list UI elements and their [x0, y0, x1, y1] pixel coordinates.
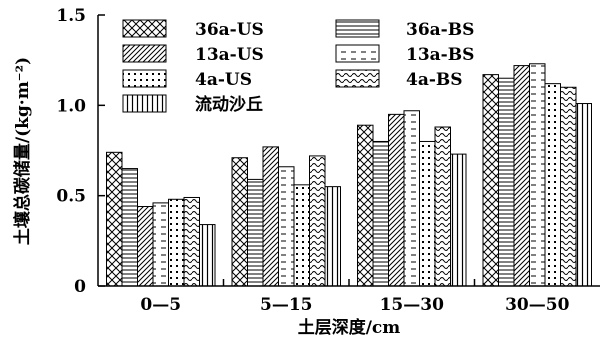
- x-axis-title: 土层深度/cm: [298, 317, 401, 338]
- bar-36a-US-15—30: [357, 124, 374, 287]
- bar-流动沙丘-15—30: [450, 153, 467, 287]
- x-tick-label: 15—30: [380, 295, 444, 315]
- legend-label-13a-BS: 13a-BS: [406, 45, 474, 65]
- y-tick-label: 0.5: [56, 187, 86, 207]
- legend-label-13a-US: 13a-US: [195, 45, 264, 65]
- y-axis-title: 土壤总碳储量/(kg·m⁻²): [12, 57, 33, 245]
- bar-13a-BS-5—15: [278, 166, 295, 287]
- x-tick-label: 0—5: [140, 295, 181, 315]
- bar-4a-US-30—50: [544, 83, 561, 287]
- bar-4a-US-0—5: [168, 198, 185, 287]
- bar-流动沙丘-5—15: [324, 186, 341, 287]
- legend-swatch-36a-BS: [335, 19, 380, 38]
- y-tick-label: 1.0: [56, 96, 86, 116]
- legend-label-4a-BS: 4a-BS: [406, 70, 463, 90]
- legend-label-36a-US: 36a-US: [195, 20, 264, 40]
- bar-36a-BS-30—50: [498, 77, 515, 287]
- legend-swatch-4a-US: [122, 69, 167, 88]
- legend-swatch-36a-US: [122, 19, 167, 38]
- bar-4a-BS-30—50: [560, 86, 577, 287]
- ticks: 0 0.5 1.0 1.5 0—5 5—15 15—30 30—50: [56, 6, 569, 315]
- bar-13a-US-15—30: [388, 113, 405, 287]
- bar-36a-US-5—15: [231, 157, 248, 287]
- x-tick-label: 5—15: [260, 295, 313, 315]
- legend-label-流动沙丘: 流动沙丘: [195, 94, 263, 115]
- y-tick-label: 1.5: [56, 6, 86, 26]
- bar-流动沙丘-0—5: [199, 224, 216, 287]
- legend-swatch-13a-BS: [335, 44, 380, 63]
- bar-13a-US-30—50: [513, 65, 530, 287]
- bar-13a-BS-15—30: [403, 110, 420, 287]
- bar-36a-US-30—50: [482, 74, 499, 287]
- y-tick-label: 0: [74, 277, 86, 297]
- legend-swatch-13a-US: [122, 44, 167, 63]
- legend-swatch-4a-BS: [335, 69, 380, 88]
- legend-label-36a-BS: 36a-BS: [406, 20, 474, 40]
- bar-4a-US-5—15: [293, 184, 310, 287]
- x-tick-label: 30—50: [505, 295, 569, 315]
- bar-13a-BS-0—5: [152, 202, 169, 287]
- bar-36a-US-0—5: [106, 151, 123, 287]
- bar-13a-US-0—5: [137, 206, 154, 287]
- bar-4a-US-15—30: [419, 140, 436, 287]
- bar-4a-BS-5—15: [309, 155, 326, 287]
- bar-4a-BS-0—5: [183, 196, 200, 287]
- bar-36a-BS-15—30: [372, 140, 389, 287]
- bar-36a-BS-0—5: [121, 168, 138, 287]
- bar-36a-BS-5—15: [247, 178, 264, 287]
- bar-13a-US-5—15: [262, 146, 279, 287]
- legend: 36a-US 36a-BS 13a-US 13a-BS 4a-US 4a-BS 流动沙丘: [122, 19, 474, 115]
- legend-label-4a-US: 4a-US: [195, 70, 252, 90]
- plot-area: [106, 63, 592, 287]
- bar-13a-BS-30—50: [529, 63, 546, 287]
- bar-4a-BS-15—30: [434, 126, 451, 287]
- legend-swatch-流动沙丘: [122, 94, 167, 113]
- bar-流动沙丘-30—50: [575, 103, 592, 287]
